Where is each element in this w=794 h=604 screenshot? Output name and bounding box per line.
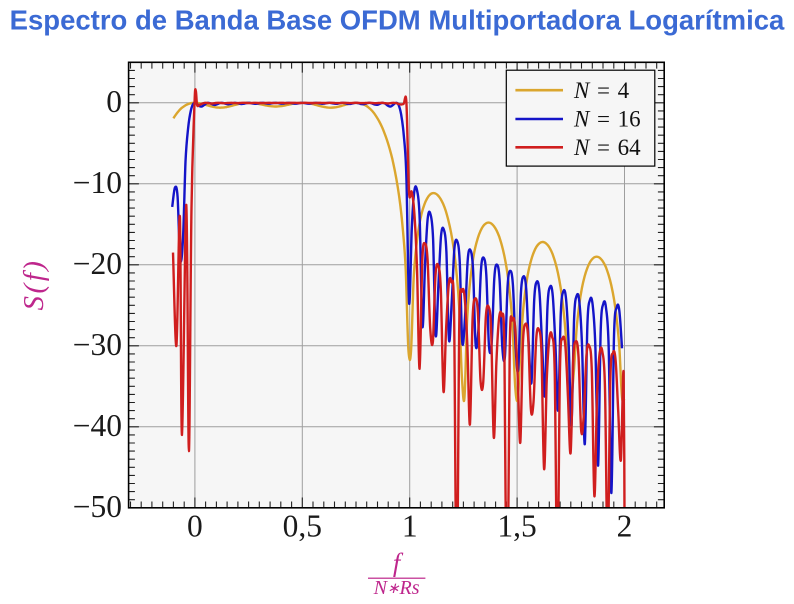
svg-text:S(f): S(f) — [18, 259, 50, 311]
svg-text:−20: −20 — [73, 246, 122, 281]
svg-text:−30: −30 — [73, 327, 122, 362]
svg-text:N = 16: N = 16 — [573, 107, 641, 132]
svg-text:f: f — [393, 548, 404, 578]
svg-text:0: 0 — [106, 84, 122, 119]
svg-text:N = 4: N = 4 — [573, 78, 630, 103]
svg-text:1: 1 — [402, 509, 418, 544]
svg-text:0: 0 — [187, 509, 203, 544]
svg-text:1,5: 1,5 — [497, 509, 536, 544]
svg-text:−50: −50 — [73, 489, 122, 524]
svg-text:−40: −40 — [73, 408, 122, 443]
svg-text:−10: −10 — [73, 165, 122, 200]
svg-text:2: 2 — [617, 509, 633, 544]
svg-text:0,5: 0,5 — [283, 509, 322, 544]
svg-text:Espectro de Banda Base OFDM Mu: Espectro de Banda Base OFDM Multiportado… — [10, 5, 785, 36]
svg-text:N = 64: N = 64 — [573, 135, 641, 160]
svg-text:N∗Rs: N∗Rs — [373, 577, 420, 599]
